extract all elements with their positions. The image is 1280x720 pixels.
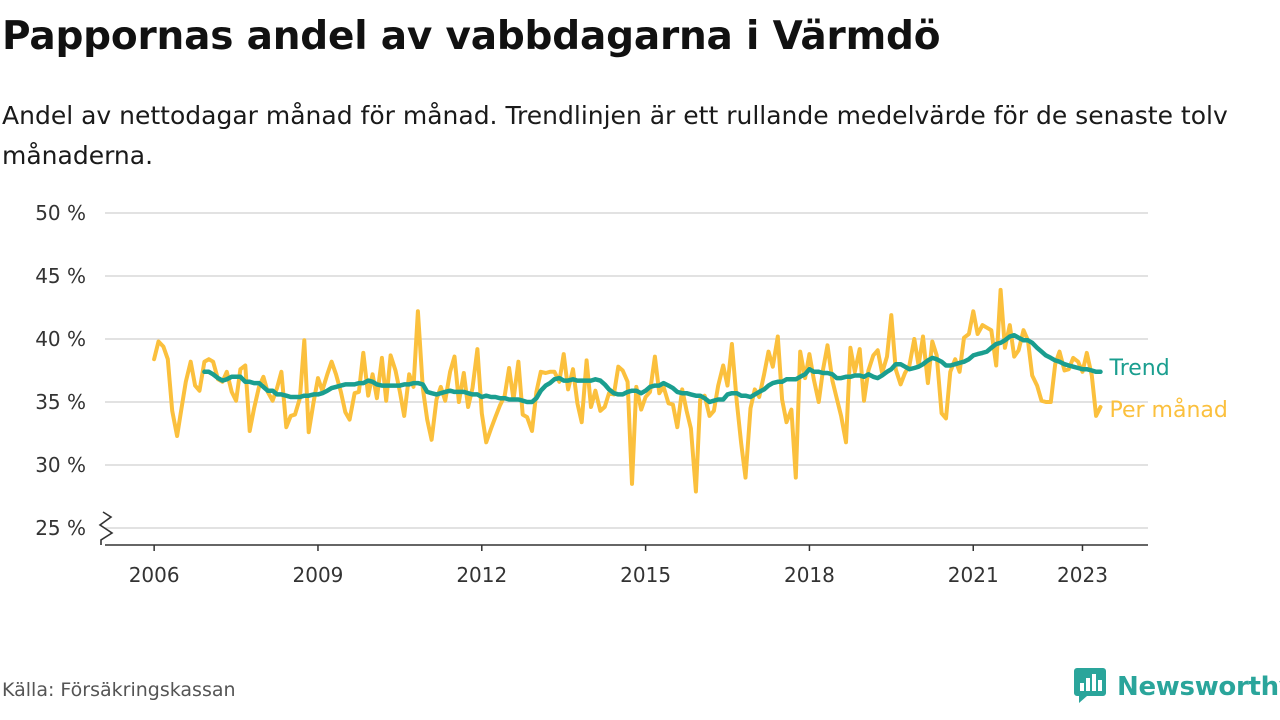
series-line bbox=[152, 287, 1103, 494]
series-label: Trend bbox=[1108, 356, 1169, 381]
x-tick-label: 2023 bbox=[1057, 563, 1108, 587]
x-axis: 2006 2009 2012 2015 2018 2021 2023 bbox=[105, 544, 1148, 587]
brand-name: Newsworthy bbox=[1117, 672, 1280, 702]
source-note: Källa: Försäkringskassan bbox=[2, 679, 236, 701]
series-line bbox=[202, 332, 1103, 405]
series-lines bbox=[152, 287, 1103, 494]
gridlines bbox=[105, 212, 1148, 529]
axis-break-zigzag bbox=[98, 511, 114, 545]
y-tick-label: 50 % bbox=[35, 201, 86, 225]
y-tick-label: 35 % bbox=[35, 390, 86, 414]
series-labels: Per månad Trend bbox=[1108, 356, 1227, 423]
y-tick-label: 30 % bbox=[35, 453, 86, 477]
x-tick-label: 2015 bbox=[620, 563, 671, 587]
x-tick-label: 2018 bbox=[784, 563, 835, 587]
axis-break-icon bbox=[98, 511, 114, 545]
brand-logo: Newsworthy bbox=[1073, 666, 1280, 708]
chart-title: Pappornas andel av vabbdagarna i Värmdö bbox=[2, 14, 941, 59]
x-tick-label: 2012 bbox=[456, 563, 507, 587]
bar-chart-speech-bubble-icon bbox=[1073, 666, 1107, 708]
y-tick-label: 25 % bbox=[35, 516, 86, 540]
y-tick-label: 40 % bbox=[35, 327, 86, 351]
y-tick-label: 45 % bbox=[35, 264, 86, 288]
x-tick-label: 2006 bbox=[129, 563, 180, 587]
x-tick-label: 2009 bbox=[293, 563, 344, 587]
x-tick-label: 2021 bbox=[948, 563, 999, 587]
chart-subtitle: Andel av nettodagar månad för månad. Tre… bbox=[2, 101, 1228, 170]
series-label: Per månad bbox=[1109, 397, 1227, 423]
y-axis-ticks: 25 % 30 % 35 % 40 % 45 % 50 % bbox=[35, 201, 86, 540]
